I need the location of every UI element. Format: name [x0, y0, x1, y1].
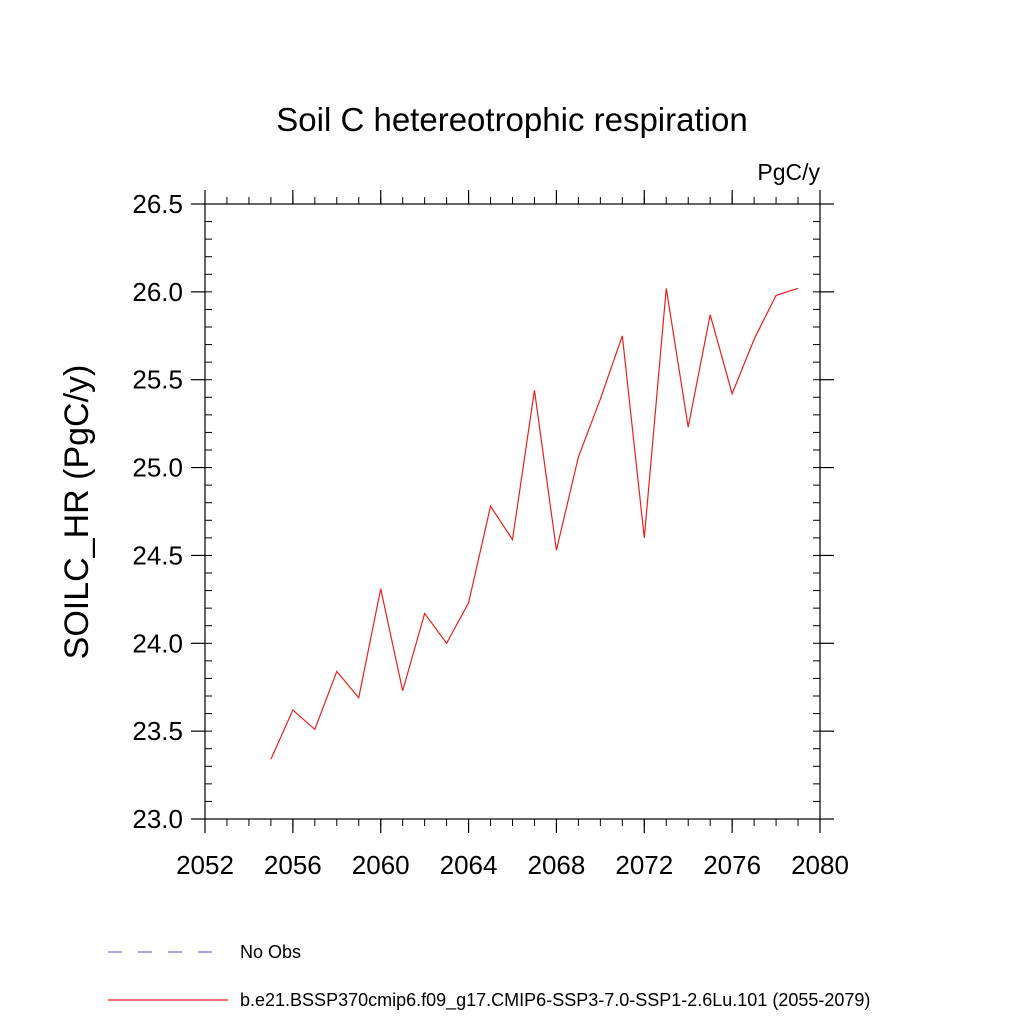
- plot-frame: [204, 203, 821, 820]
- chart-title: Soil C hetereotrophic respiration: [276, 101, 747, 138]
- y-tick-label: 23.0: [132, 804, 183, 834]
- y-tick-label: 23.5: [132, 716, 183, 746]
- x-tick-label: 2080: [791, 850, 849, 880]
- y-tick-label: 25.0: [132, 453, 183, 483]
- legend: No Obs b.e21.BSSP370cmip6.f09_g17.CMIP6-S…: [108, 942, 870, 1011]
- x-tick-label: 2072: [615, 850, 673, 880]
- minor-ticks: [204, 197, 821, 826]
- y-axis-label: SOILC_HR (PgC/y): [58, 365, 96, 660]
- x-tick-label: 2068: [528, 850, 586, 880]
- legend-label: b.e21.BSSP370cmip6.f09_g17.CMIP6-SSP3-7.…: [240, 990, 870, 1011]
- x-tick-label: 2056: [264, 850, 322, 880]
- y-tick-label: 24.5: [132, 540, 183, 570]
- x-tick-label: 2052: [176, 850, 234, 880]
- series-line: [270, 287, 799, 760]
- tick-labels: 23.0 23.5 24.0 24.5 25.0 25.5 26.0 26.5 2052 2056…: [132, 189, 849, 880]
- x-tick-label: 2064: [440, 850, 498, 880]
- y-tick-label: 26.5: [132, 189, 183, 219]
- x-tick-label: 2076: [703, 850, 761, 880]
- x-tick-label: 2060: [352, 850, 410, 880]
- y-tick-label: 25.5: [132, 365, 183, 395]
- y-tick-label: 26.0: [132, 277, 183, 307]
- major-ticks: [191, 190, 834, 833]
- legend-label: No Obs: [240, 942, 301, 962]
- series-layer: [270, 287, 799, 760]
- y-tick-label: 24.0: [132, 628, 183, 658]
- units-label: PgC/y: [757, 159, 820, 185]
